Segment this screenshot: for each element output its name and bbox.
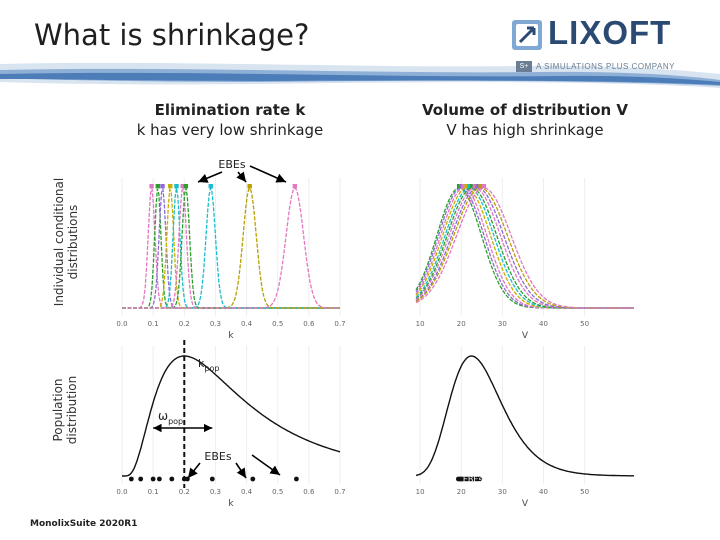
kpop-label: kpop bbox=[198, 357, 219, 373]
ebes-arrow-left bbox=[187, 462, 201, 479]
ebe-point bbox=[209, 476, 215, 482]
lixoft-logo-icon bbox=[512, 20, 542, 50]
population-curve bbox=[122, 355, 341, 477]
x-tick-label: 10 bbox=[416, 320, 425, 328]
x-tick-label: 0.4 bbox=[241, 320, 253, 328]
x-tick-label: 40 bbox=[539, 488, 548, 496]
x-tick-label: 0.5 bbox=[272, 488, 283, 496]
ebes-bottom-label: EBEs bbox=[204, 450, 231, 463]
ebe-point bbox=[169, 476, 175, 482]
ebe-marker bbox=[149, 184, 154, 189]
series-line bbox=[122, 187, 340, 309]
ebes-top-arrow-right bbox=[249, 165, 287, 183]
ebe-marker bbox=[183, 184, 189, 189]
x-tick-label: 30 bbox=[498, 488, 507, 496]
x-tick-label: 0.1 bbox=[148, 488, 159, 496]
omega-label-sub: pop bbox=[168, 417, 183, 426]
x-tick-label: 0.7 bbox=[334, 488, 345, 496]
panel-population-k: 0.0 0.1 0.2 0.3 0.4 0.5 0.6 0.7 k bbox=[116, 340, 346, 509]
series-line bbox=[415, 187, 634, 309]
x-tick-label: 50 bbox=[580, 320, 589, 328]
ebe-point bbox=[294, 476, 299, 482]
simulations-plus-badge: S+ bbox=[516, 61, 532, 72]
right-column-heading: Volume of distribution V V has high shri… bbox=[395, 100, 655, 140]
ebe-marker bbox=[292, 184, 298, 189]
ebe-marker bbox=[481, 184, 487, 189]
population-curve bbox=[415, 355, 634, 477]
left-column-heading: Elimination rate k k has very low shrink… bbox=[110, 100, 350, 140]
ebe-marker bbox=[155, 184, 161, 189]
ebes-inline-label: EBEs bbox=[463, 475, 483, 484]
right-heading-title: Volume of distribution V bbox=[421, 101, 629, 119]
ebe-point bbox=[250, 476, 256, 482]
ebe-marker bbox=[208, 184, 213, 189]
x-axis-label: k bbox=[228, 499, 234, 509]
logo-tagline: A SIMULATIONS PLUS COMPANY bbox=[536, 62, 675, 71]
ebe-point bbox=[138, 476, 144, 482]
x-axis-label: V bbox=[522, 499, 529, 509]
decorative-wave-band bbox=[0, 62, 720, 88]
ebe-marker bbox=[168, 184, 173, 189]
ebe-marker bbox=[160, 184, 165, 189]
panel-background bbox=[116, 178, 346, 316]
x-tick-label: 20 bbox=[457, 320, 466, 328]
x-tick-label: 30 bbox=[498, 320, 507, 328]
ebe-marker bbox=[475, 184, 480, 189]
x-axis-label: V bbox=[522, 331, 529, 341]
ebe-marker bbox=[247, 184, 252, 189]
x-tick-label: 0.3 bbox=[210, 320, 221, 328]
ebes-top-arrow-center bbox=[236, 171, 247, 183]
ebe-point bbox=[156, 476, 162, 482]
ebe-marker bbox=[464, 184, 469, 189]
x-axis-label: k bbox=[228, 331, 234, 341]
x-tick-label: 0.1 bbox=[148, 320, 159, 328]
ebe-marker bbox=[472, 184, 478, 189]
x-tick-label: 0.2 bbox=[179, 320, 190, 328]
footer-product: MonolixSuite 2020R1 bbox=[30, 519, 138, 529]
x-tick-label: 10 bbox=[416, 488, 425, 496]
x-tick-label: 20 bbox=[457, 488, 466, 496]
ebe-marker bbox=[461, 184, 466, 189]
kpop-label-sub: pop bbox=[204, 364, 219, 373]
ebe-point bbox=[477, 476, 483, 482]
ebe-marker bbox=[180, 184, 185, 189]
ebes-top-arrow-left bbox=[197, 171, 223, 183]
x-tick-label: 0.7 bbox=[334, 320, 345, 328]
left-heading-subtitle: k has very low shrinkage bbox=[136, 121, 324, 139]
x-tick-label: 0.5 bbox=[272, 320, 283, 328]
x-tick-label: 0.6 bbox=[303, 488, 315, 496]
ebes-top-label: EBEs bbox=[218, 158, 245, 171]
series-line bbox=[415, 187, 634, 309]
ebe-marker bbox=[478, 184, 483, 189]
panel-individual-V: 10 20 30 40 50 V bbox=[410, 178, 640, 341]
logo-name: LIXOFT bbox=[548, 14, 672, 51]
x-tick-label: 40 bbox=[539, 320, 548, 328]
omega-label: ωpop bbox=[158, 409, 183, 426]
x-tick-label: 0.3 bbox=[210, 488, 221, 496]
x-tick-label: 0.0 bbox=[116, 488, 127, 496]
panel-population-V: 10 20 30 40 50 V EBEs bbox=[410, 346, 640, 509]
left-heading-title: Elimination rate k bbox=[154, 101, 306, 119]
x-tick-label: 0.4 bbox=[241, 488, 253, 496]
ebe-marker bbox=[459, 184, 464, 189]
ebes-arrow-right bbox=[251, 454, 281, 476]
x-tick-label: 50 bbox=[580, 488, 589, 496]
ebe-point bbox=[150, 476, 156, 482]
ebes-arrow-center bbox=[235, 462, 247, 479]
ebe-marker bbox=[174, 184, 179, 189]
x-tick-label: 0.6 bbox=[303, 320, 315, 328]
ebe-marker bbox=[469, 184, 475, 189]
x-tick-label: 0.2 bbox=[179, 488, 190, 496]
page-title: What is shrinkage? bbox=[34, 18, 310, 52]
panel-background bbox=[410, 346, 640, 484]
ebe-marker bbox=[467, 184, 472, 189]
x-tick-label: 0.0 bbox=[116, 320, 127, 328]
panel-individual-k: 0.0 0.1 0.2 0.3 0.4 0.5 0.6 0.7 k bbox=[116, 178, 346, 341]
omega-label-main: ω bbox=[158, 409, 168, 423]
panel-background bbox=[116, 346, 346, 484]
kpop-label-main: k bbox=[198, 357, 205, 370]
right-heading-subtitle: V has high shrinkage bbox=[446, 121, 604, 139]
ebe-point bbox=[128, 476, 134, 482]
